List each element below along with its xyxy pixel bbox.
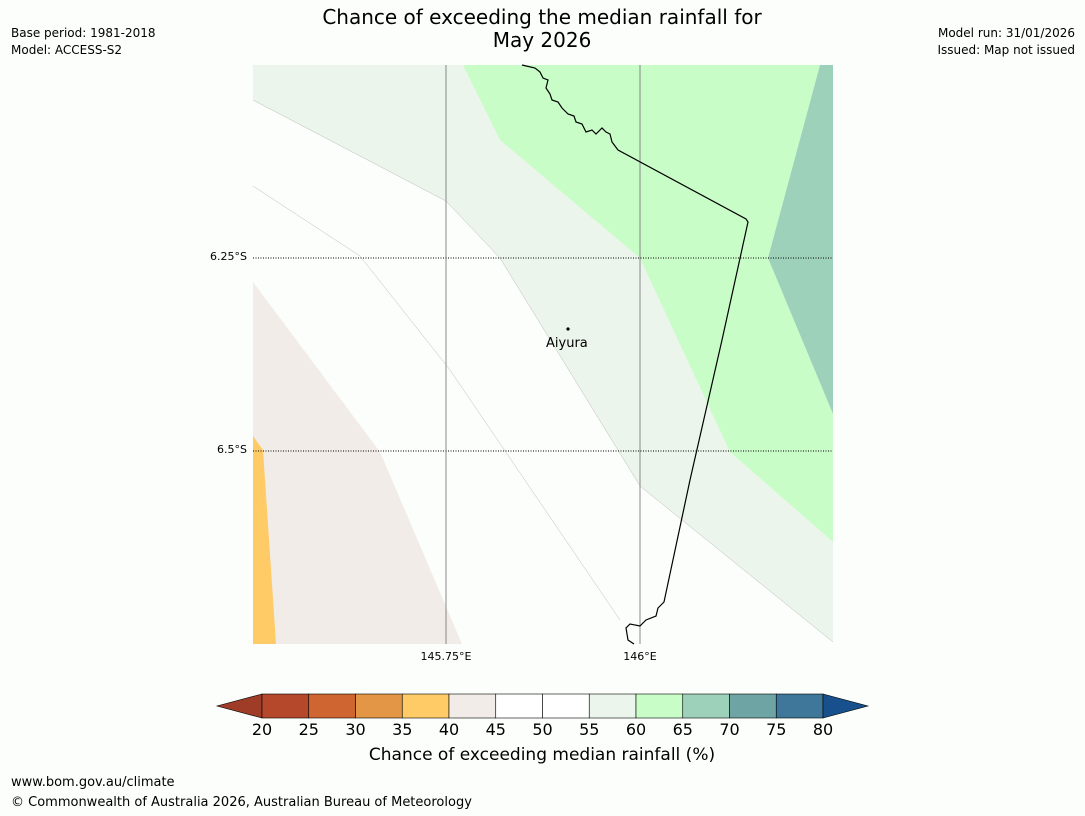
region-65-70: [768, 65, 833, 414]
border-line: [521, 64, 749, 645]
colorbar-cells: [215, 693, 870, 719]
region-35-40: [253, 436, 276, 644]
footer-copyright: © Commonwealth of Australia 2026, Austra…: [11, 795, 472, 810]
place-label: Aiyura: [546, 336, 588, 351]
title-line-2: May 2026: [492, 28, 592, 52]
model-run: Model run: 31/01/2026: [937, 26, 1075, 40]
colorbar-extend-high: [822, 693, 870, 719]
meta-right: Model run: 31/01/2026 Issued: Map not is…: [937, 25, 1075, 59]
colorbar-cell: [635, 693, 684, 719]
colorbar-tick-label: 45: [485, 720, 506, 739]
colorbar-cell: [401, 693, 450, 719]
colorbar-label: Chance of exceeding median rainfall (%): [368, 745, 716, 765]
model-name: Model: ACCESS-S2: [11, 43, 123, 57]
lat-label: 6.25°S: [210, 250, 247, 263]
colorbar-extend-low: [215, 693, 263, 719]
colorbar-tick-label: 25: [298, 720, 319, 739]
colorbar-cell: [682, 693, 730, 719]
colorbar-tick-label: 50: [532, 720, 553, 739]
contour-line: [252, 99, 834, 643]
colorbar-tick-label: 70: [719, 720, 740, 739]
colorbar-cell: [308, 693, 356, 719]
title-line-1: Chance of exceeding the median rainfall …: [322, 5, 762, 29]
aiyura-marker: [566, 327, 570, 331]
contour-lines: [252, 99, 834, 643]
meta-left: Base period: 1981-2018 Model: ACCESS-S2: [11, 25, 156, 59]
lon-label: 146°E: [623, 650, 657, 663]
colorbar-cell: [542, 693, 590, 719]
map-title: Chance of exceeding the median rainfall …: [242, 6, 842, 52]
colorbar-tick-label: 65: [672, 720, 693, 739]
colorbar-cell: [261, 693, 310, 719]
region-60-65: [463, 65, 833, 542]
colorbar-cell: [355, 693, 403, 719]
colorbar-tick-label: 80: [812, 720, 834, 739]
colorbar-tick-label: 60: [625, 720, 647, 739]
footer-url[interactable]: www.bom.gov.au/climate: [11, 775, 175, 790]
lon-label: 145.75°E: [420, 650, 472, 663]
colorbar-cell: [588, 693, 637, 719]
contour-line: [252, 185, 621, 621]
colorbar-cell: [775, 693, 824, 719]
colorbar-tick-label: 20: [251, 720, 273, 739]
region-40-45: [253, 282, 462, 644]
colorbar-cell: [495, 693, 543, 719]
colorbar-tick-label: 35: [392, 720, 413, 739]
colorbar-cell: [729, 693, 777, 719]
issued-status: Issued: Map not issued: [937, 43, 1075, 57]
base-period: Base period: 1981-2018: [11, 26, 156, 40]
colorbar-tick-label: 30: [345, 720, 366, 739]
region-55-60: [253, 65, 833, 642]
map-regions: [253, 65, 833, 644]
colorbar-tick-label: 55: [579, 720, 600, 739]
colorbar-cell: [448, 693, 497, 719]
rainfall-map: [252, 64, 834, 645]
colorbar-tick-label: 75: [766, 720, 787, 739]
colorbar-tick-label: 40: [438, 720, 460, 739]
lat-label: 6.5°S: [217, 443, 247, 456]
